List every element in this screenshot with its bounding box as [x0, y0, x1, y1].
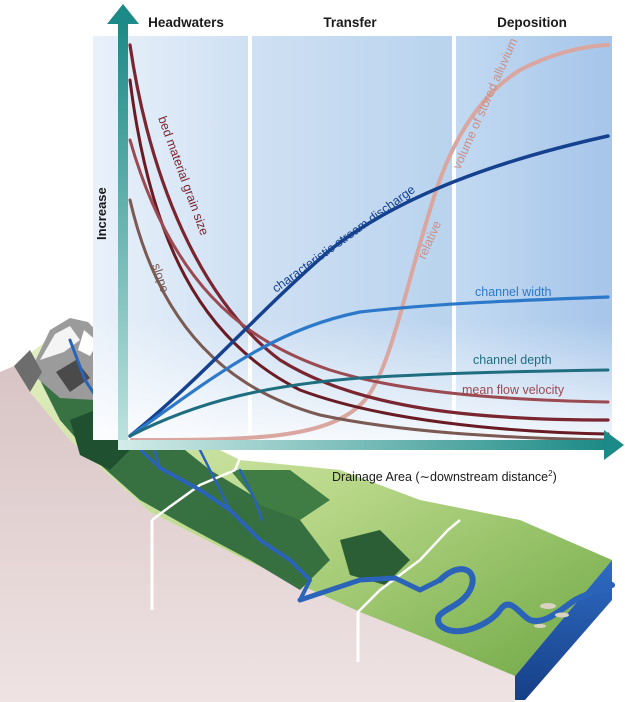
x-axis-arrowhead [604, 430, 624, 460]
terrain-side-face [0, 366, 515, 702]
label-channel-depth: channel depth [473, 353, 552, 367]
zone-label-deposition: Deposition [497, 15, 567, 30]
zone-label-transfer: Transfer [323, 15, 377, 30]
curve-slope [128, 198, 610, 442]
zone-label-headwaters: Headwaters [148, 15, 224, 30]
x-axis [118, 440, 608, 450]
curve-stream-discharge [128, 134, 610, 438]
label-mean-flow-velocity: mean flow velocity [462, 383, 565, 397]
curve-extra-decay [128, 78, 610, 436]
curve-stored-alluvium [130, 43, 610, 442]
curve-grain-size [128, 43, 610, 422]
x-axis-label: Drainage Area (∼downstream distance2) [332, 469, 557, 484]
curves [128, 43, 610, 442]
y-axis-label: Increase [94, 187, 109, 240]
y-axis [118, 22, 128, 447]
axes: Increase Drainage Area (∼downstream dist… [94, 4, 624, 484]
curve-mean-flow-velocity [128, 138, 610, 404]
curve-channel-depth [128, 368, 610, 438]
label-channel-width: channel width [475, 285, 551, 299]
curve-channel-width [128, 295, 610, 438]
y-axis-arrowhead [107, 4, 139, 24]
zone-labels: Headwaters Transfer Deposition [148, 15, 567, 30]
